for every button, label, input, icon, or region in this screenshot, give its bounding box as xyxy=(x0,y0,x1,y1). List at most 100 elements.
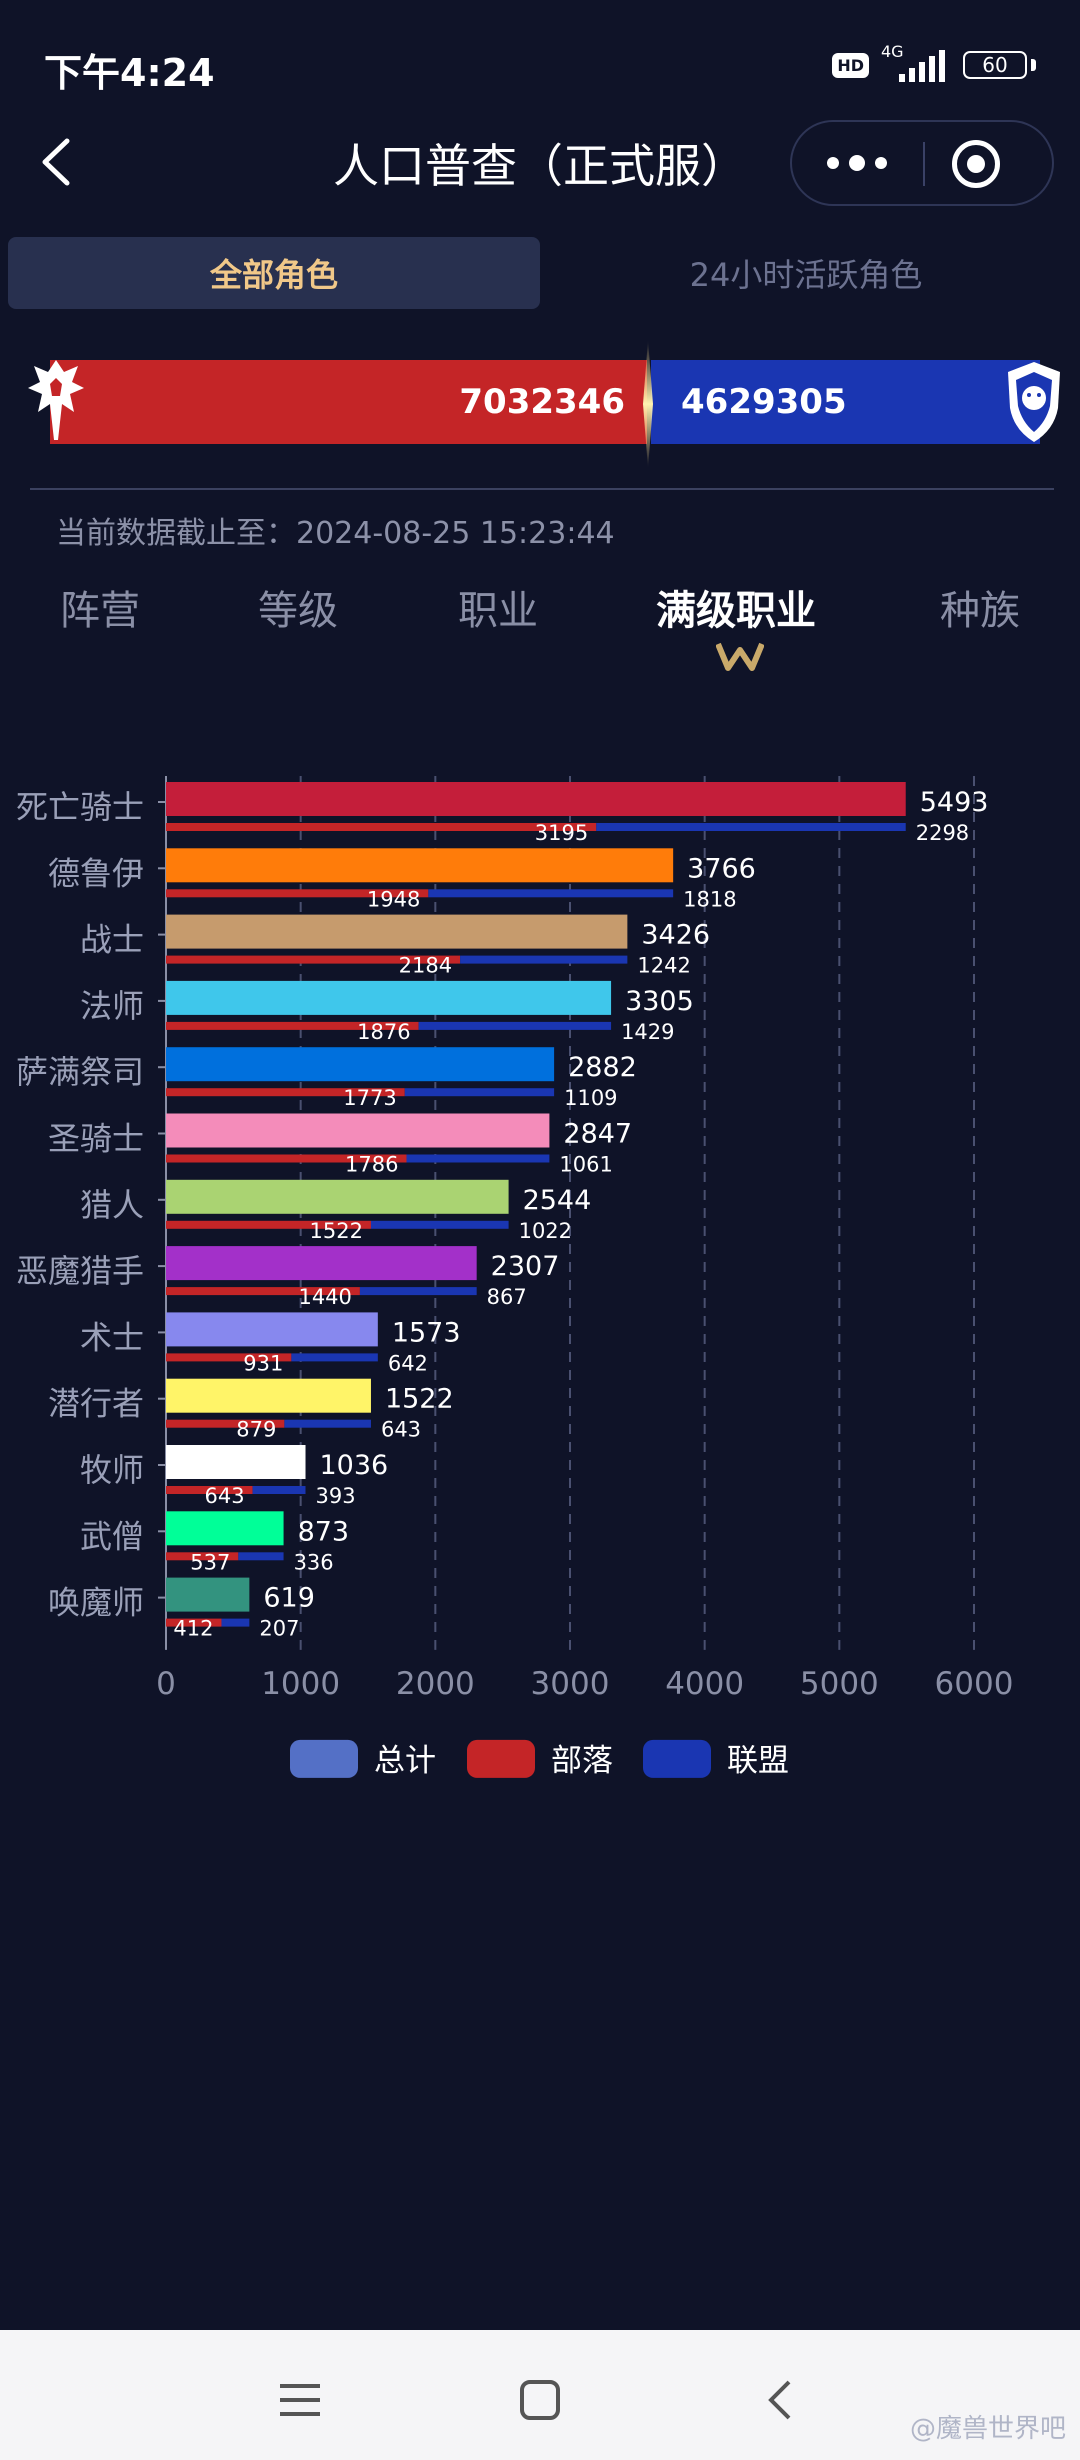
battery-level: 60 xyxy=(982,53,1008,77)
alliance-value-label: 393 xyxy=(316,1484,356,1508)
bar-chart-svg: 死亡骑士 5493 3195 2298 德鲁伊 3766 1948 1818 战士 3426 218… xyxy=(16,776,1013,1779)
tab-race[interactable]: 种族 xyxy=(940,588,1020,634)
horde-bar-mark xyxy=(166,889,429,898)
system-back-button[interactable] xyxy=(740,2360,820,2440)
alliance-bar-mark xyxy=(252,1486,306,1494)
data-timestamp: 当前数据截止至：2024-08-25 15:23:44 xyxy=(56,508,615,552)
y-tick-label: 术士 xyxy=(80,1318,144,1356)
total-bar xyxy=(166,1577,250,1612)
total-value-label: 873 xyxy=(298,1516,350,1547)
horde-bar-mark xyxy=(166,955,461,964)
alliance-value-label: 1061 xyxy=(559,1153,612,1177)
capsule-divider xyxy=(923,142,925,186)
faction-comparison-bar: 7032346 4629305 xyxy=(28,340,1060,468)
x-tick-label: 5000 xyxy=(800,1666,879,1702)
total-bar xyxy=(166,848,674,883)
alliance-bar-mark xyxy=(428,889,674,898)
alliance-value-label: 1109 xyxy=(564,1086,617,1110)
chevron-left-icon xyxy=(42,138,70,186)
total-value-label: 3426 xyxy=(641,920,710,951)
network-type: 4G xyxy=(881,42,904,61)
alliance-bar: 4629305 xyxy=(651,360,1040,444)
legend-label: 总计 xyxy=(374,1743,436,1779)
horde-value-label: 2184 xyxy=(399,954,452,978)
signal-icon: 4G xyxy=(881,42,951,82)
close-button[interactable] xyxy=(952,140,1000,188)
role-segment: 全部角色 24小时活跃角色 xyxy=(8,237,1072,309)
legend-label: 部落 xyxy=(551,1743,613,1779)
total-value-label: 3305 xyxy=(625,986,694,1017)
horde-bar-mark xyxy=(166,1419,285,1428)
horde-bar-mark xyxy=(166,1353,292,1362)
total-bar xyxy=(166,1378,371,1413)
menu-button[interactable] xyxy=(260,2360,340,2440)
more-button[interactable] xyxy=(792,122,922,204)
divider-line xyxy=(30,488,1054,490)
horde-value-label: 1876 xyxy=(357,1020,410,1044)
horde-value-label: 412 xyxy=(173,1617,213,1641)
horde-value-label: 879 xyxy=(236,1418,276,1442)
total-value-label: 2544 xyxy=(523,1185,592,1216)
home-square-icon xyxy=(520,2380,560,2420)
system-nav-bar xyxy=(0,2330,1080,2460)
menu-icon xyxy=(280,2384,320,2416)
x-tick-label: 2000 xyxy=(396,1666,475,1702)
tab-24h-active-roles[interactable]: 24小时活跃角色 xyxy=(689,256,923,294)
horde-value-label: 1786 xyxy=(345,1153,398,1177)
legend-swatch xyxy=(643,1739,711,1778)
y-tick-label: 圣骑士 xyxy=(48,1120,144,1158)
alliance-bar-mark xyxy=(291,1353,378,1362)
horde-value-label: 1440 xyxy=(298,1285,351,1309)
total-bar xyxy=(166,1511,284,1546)
legend-label: 联盟 xyxy=(727,1743,789,1779)
active-tab-indicator-icon xyxy=(716,642,764,671)
alliance-value-label: 336 xyxy=(294,1550,334,1574)
back-button[interactable] xyxy=(26,132,86,192)
status-bar: 下午4:24 HD 4G 60 xyxy=(0,0,1080,130)
total-bar xyxy=(166,782,906,816)
tab-level[interactable]: 等级 xyxy=(258,588,338,634)
tab-faction[interactable]: 阵营 xyxy=(60,588,140,634)
tab-class[interactable]: 职业 xyxy=(458,588,538,634)
total-bar xyxy=(166,1445,306,1479)
alliance-bar-mark xyxy=(418,1021,612,1030)
tab-max-level-class[interactable]: 满级职业 xyxy=(656,588,816,634)
watermark: @魔兽世界吧 xyxy=(909,2414,1066,2444)
total-value-label: 1522 xyxy=(385,1384,454,1415)
horde-value-label: 1773 xyxy=(343,1086,396,1110)
x-tick-label: 0 xyxy=(156,1666,176,1702)
timestamp-label: 当前数据截止至： xyxy=(56,516,296,551)
category-tabs: 阵营 等级 职业 满级职业 种族 xyxy=(0,578,1080,671)
y-tick-label: 潜行者 xyxy=(48,1385,144,1423)
nav-header: 人口普查（正式服） xyxy=(0,120,1080,210)
target-circle-icon xyxy=(967,155,985,173)
y-tick-label: 死亡骑士 xyxy=(16,788,144,826)
page-title: 人口普查（正式服） xyxy=(333,139,747,193)
horde-bar-mark xyxy=(166,1154,407,1163)
horde-value-label: 3195 xyxy=(535,821,588,845)
x-tick-label: 3000 xyxy=(531,1666,610,1702)
alliance-value-label: 1429 xyxy=(621,1020,674,1044)
alliance-value-label: 1242 xyxy=(637,954,690,978)
more-dots-icon xyxy=(827,157,839,169)
total-value-label: 2882 xyxy=(568,1052,637,1083)
horde-bar-mark xyxy=(166,823,597,831)
back-arrow-icon xyxy=(768,2380,791,2420)
alliance-bar-mark xyxy=(238,1552,284,1561)
total-value-label: 619 xyxy=(263,1583,315,1614)
horde-value-label: 931 xyxy=(243,1351,283,1375)
battery-cap xyxy=(1031,59,1036,71)
total-value-label: 2307 xyxy=(491,1251,560,1282)
horde-value-label: 1948 xyxy=(367,887,420,911)
alliance-bar-mark xyxy=(404,1088,555,1097)
tab-all-roles[interactable]: 全部角色 xyxy=(8,237,540,309)
y-tick-label: 武僧 xyxy=(80,1517,144,1555)
alliance-value-label: 642 xyxy=(388,1351,428,1375)
total-value-label: 1036 xyxy=(320,1450,389,1481)
total-bar xyxy=(166,914,628,949)
alliance-value: 4629305 xyxy=(681,382,847,422)
total-bar xyxy=(166,1113,550,1148)
home-button[interactable] xyxy=(500,2360,580,2440)
divider-spark-icon xyxy=(643,340,653,468)
alliance-bar-mark xyxy=(460,955,628,964)
